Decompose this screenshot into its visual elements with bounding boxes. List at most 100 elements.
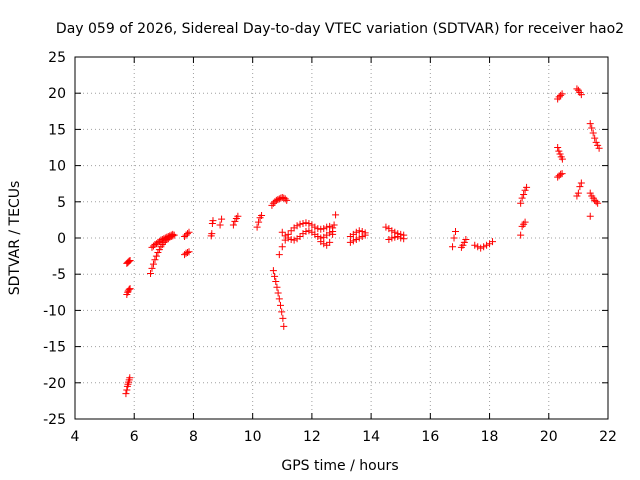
data-point — [278, 243, 286, 251]
y-tick-label: 15 — [48, 122, 66, 138]
data-point — [311, 223, 319, 231]
data-point — [388, 234, 396, 242]
data-point — [449, 243, 457, 251]
data-point — [302, 219, 310, 227]
data-point — [459, 241, 467, 249]
data-point — [589, 129, 597, 137]
data-point — [278, 228, 286, 236]
data-point — [269, 267, 277, 275]
data-point — [208, 230, 216, 238]
data-point — [185, 228, 193, 236]
series-arc-b3 — [181, 248, 193, 259]
data-point — [296, 220, 304, 228]
grid-lines — [74, 56, 609, 420]
data-point — [588, 124, 596, 132]
data-point — [161, 234, 169, 242]
data-point — [574, 189, 582, 197]
data-point — [330, 221, 338, 229]
data-point — [287, 227, 295, 235]
data-point — [123, 386, 131, 394]
data-point — [299, 220, 307, 228]
data-point — [149, 260, 157, 268]
series-arc-j1 — [573, 85, 585, 99]
data-point — [229, 221, 237, 229]
data-point — [520, 191, 528, 199]
data-point — [167, 231, 175, 239]
data-point — [326, 222, 334, 230]
data-point — [216, 221, 224, 229]
data-point — [234, 212, 242, 220]
series-arc-k2 — [586, 189, 602, 207]
data-point — [573, 85, 581, 93]
x-tick-label: 22 — [599, 429, 617, 445]
series-arc-d2 — [269, 267, 288, 330]
data-point — [287, 235, 295, 243]
series-arc-b2 — [148, 230, 177, 251]
x-tick-label: 16 — [421, 429, 439, 445]
data-point — [274, 289, 282, 297]
data-point — [231, 217, 239, 225]
data-point — [555, 93, 563, 101]
data-point — [305, 227, 313, 235]
data-point — [391, 233, 399, 241]
data-point — [272, 196, 280, 204]
data-point — [594, 141, 602, 149]
data-point — [124, 258, 132, 266]
data-point — [125, 285, 133, 293]
series-arc-c2 — [229, 212, 242, 229]
y-tick-label: 10 — [48, 159, 66, 175]
y-tick-label: -25 — [43, 412, 66, 428]
data-point — [275, 195, 283, 203]
series-arc-h2 — [517, 218, 529, 239]
data-point — [155, 246, 163, 254]
x-tick-label: 6 — [130, 429, 139, 445]
series-arc-d4 — [278, 227, 337, 244]
data-point — [158, 235, 166, 243]
data-point — [480, 243, 488, 251]
data-point — [272, 277, 280, 285]
x-tick-label: 14 — [362, 429, 380, 445]
y-tick-label: -15 — [43, 340, 66, 356]
data-point — [329, 230, 337, 238]
data-point — [326, 238, 334, 246]
data-point — [462, 235, 470, 243]
data-point — [184, 248, 192, 256]
data-point — [576, 183, 584, 191]
data-point — [151, 256, 159, 264]
data-point — [152, 252, 160, 260]
data-point — [452, 227, 460, 235]
data-point — [555, 147, 563, 155]
data-point — [358, 233, 366, 241]
data-point — [557, 91, 565, 99]
data-point — [255, 218, 263, 226]
data-point — [166, 232, 174, 240]
data-point — [518, 194, 526, 202]
x-tick-label: 12 — [303, 429, 321, 445]
y-tick-label: -10 — [43, 303, 66, 319]
data-point — [586, 212, 594, 220]
data-point — [554, 173, 562, 181]
data-point — [349, 237, 357, 245]
series-arc-i2 — [554, 144, 566, 163]
data-point — [332, 211, 340, 219]
data-point — [284, 234, 292, 242]
series-arc-c1 — [207, 215, 226, 240]
data-point — [382, 223, 390, 231]
data-point — [554, 144, 562, 151]
series-arc-k3 — [586, 212, 594, 220]
data-points — [122, 85, 603, 398]
data-point — [280, 322, 288, 330]
y-tick-labels: -25 -20 -15 -10 -5 0 5 10 15 20 25 — [43, 50, 66, 428]
data-point — [385, 235, 393, 243]
x-tick-label: 10 — [244, 429, 262, 445]
data-point — [460, 238, 468, 246]
data-point — [521, 218, 529, 226]
series-arc-i1 — [554, 90, 566, 103]
data-point — [314, 233, 322, 241]
data-point — [157, 236, 165, 244]
data-point — [489, 238, 497, 246]
data-point — [586, 189, 594, 197]
data-point — [124, 288, 132, 296]
y-tick-label: -20 — [43, 376, 66, 392]
